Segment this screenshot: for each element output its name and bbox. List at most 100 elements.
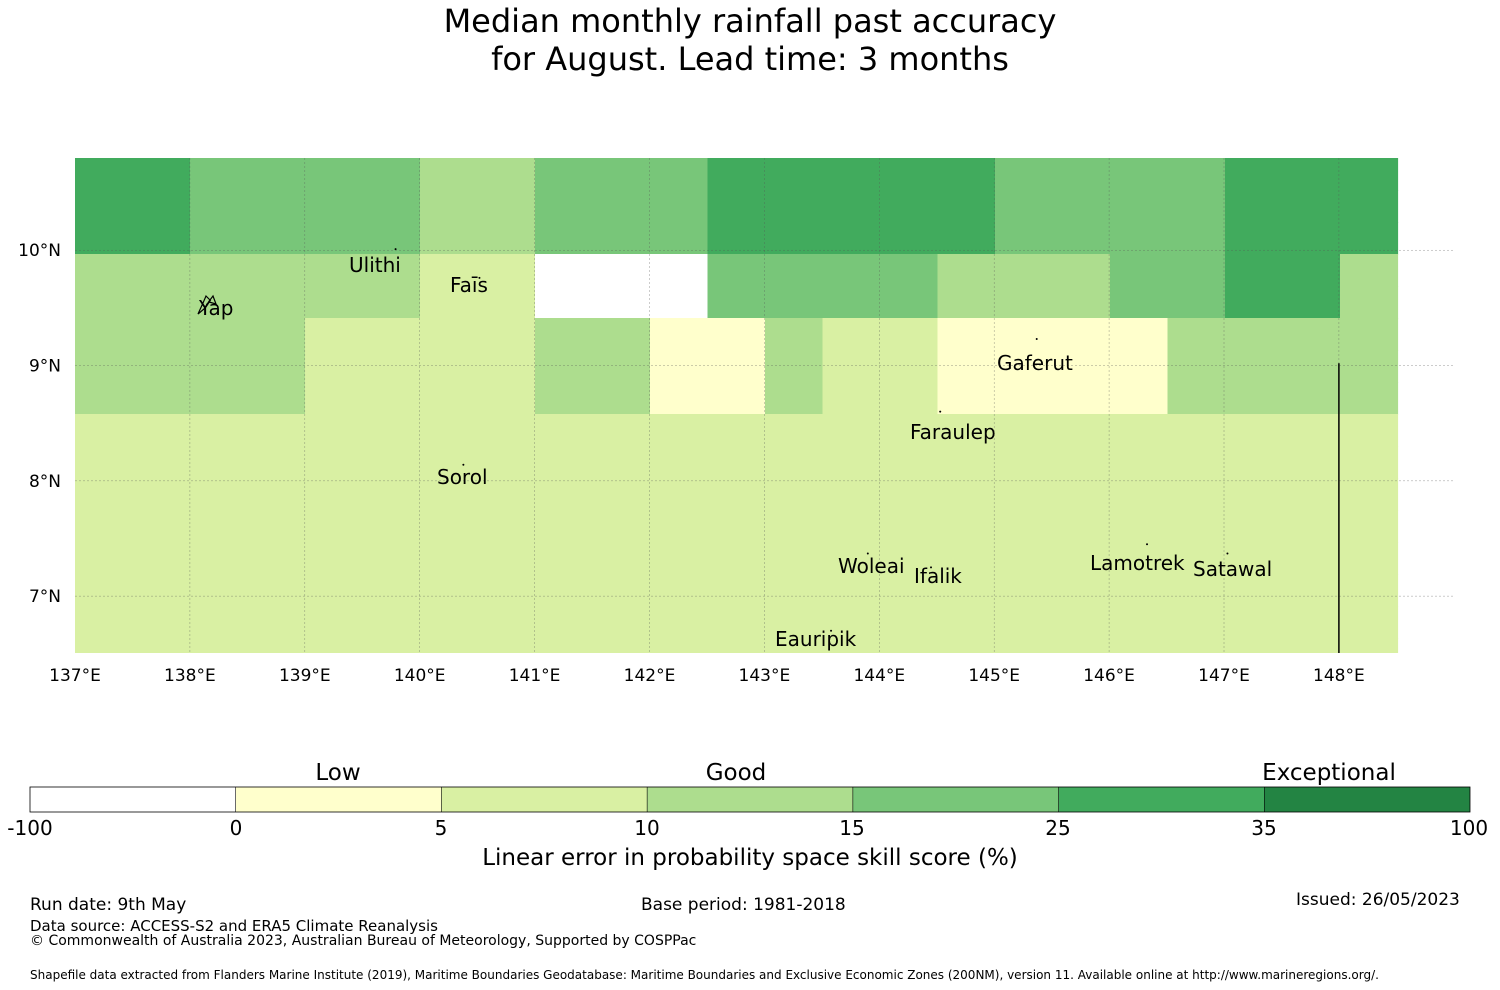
skill-cell [937, 254, 996, 287]
skill-cell [1282, 190, 1341, 223]
skill-cell [1340, 158, 1399, 191]
skill-cell [75, 254, 134, 287]
skill-cell [305, 350, 364, 383]
lon-tick-label: 145°E [968, 666, 1020, 686]
skill-cell [132, 414, 191, 447]
skill-cell [880, 414, 939, 447]
skill-cell [592, 446, 651, 479]
skill-cell [190, 318, 249, 351]
skill-cell [1052, 318, 1111, 351]
skill-cell [132, 574, 191, 607]
skill-cell [1225, 542, 1284, 575]
skill-cell [765, 350, 824, 383]
skill-cell [477, 158, 536, 191]
skill-cell [305, 446, 364, 479]
skill-cell [305, 414, 364, 447]
skill-cell [592, 158, 651, 191]
lon-tick-label: 140°E [394, 666, 446, 686]
skill-cell [822, 414, 881, 447]
skill-cell [305, 286, 364, 319]
skill-cell [650, 510, 709, 543]
colorbar-tick: 35 [1251, 816, 1277, 840]
skill-cell [592, 606, 651, 639]
skill-cell [1225, 382, 1284, 415]
skill-cell [765, 414, 824, 447]
map-title-line1: Median monthly rainfall past accuracy [443, 2, 1057, 40]
skill-cell [1340, 542, 1399, 575]
skill-cell [535, 606, 594, 639]
skill-cell [822, 542, 881, 575]
skill-cell [477, 382, 536, 415]
colorbar-segment [852, 787, 1059, 812]
skill-cell [1225, 638, 1284, 653]
skill-cell [420, 542, 479, 575]
skill-cell [1167, 478, 1226, 511]
skill-cell [535, 574, 594, 607]
island-marker [462, 463, 465, 466]
skill-cell [1052, 190, 1111, 223]
skill-cell [1052, 638, 1111, 653]
skill-cell [420, 190, 479, 223]
lon-tick-label: 148°E [1313, 666, 1365, 686]
lon-tick-label: 139°E [279, 666, 331, 686]
skill-cell [362, 574, 421, 607]
skill-cell [1110, 222, 1169, 255]
skill-cell [535, 542, 594, 575]
skill-cell [995, 286, 1054, 319]
skill-cell [535, 414, 594, 447]
skill-cell [822, 350, 881, 383]
skill-cell [1225, 510, 1284, 543]
skill-cell [650, 574, 709, 607]
skill-cell [1052, 222, 1111, 255]
skill-cell [880, 510, 939, 543]
skill-cell [707, 510, 766, 543]
lon-tick-label: 146°E [1083, 666, 1135, 686]
skill-cell [132, 318, 191, 351]
skill-cell [1110, 318, 1169, 351]
skill-cell [75, 190, 134, 223]
place-label-ifalik: Ifalik [914, 564, 962, 588]
skill-cell [477, 446, 536, 479]
skill-cell [822, 574, 881, 607]
skill-cell [247, 254, 306, 287]
island-marker [478, 276, 481, 279]
skill-cell [765, 382, 824, 415]
skill-cell [822, 254, 881, 287]
place-label-gaferut: Gaferut [997, 351, 1073, 375]
skill-cell [305, 190, 364, 223]
skill-cell [707, 446, 766, 479]
skill-cell [535, 510, 594, 543]
map-title-line2: for August. Lead time: 3 months [491, 40, 1009, 78]
skill-cell [822, 222, 881, 255]
skill-cell [650, 350, 709, 383]
skill-cell [937, 414, 996, 447]
skill-cell [1052, 478, 1111, 511]
skill-cell [420, 350, 479, 383]
skill-cell [1340, 286, 1399, 319]
skill-cell [650, 222, 709, 255]
skill-cell [592, 382, 651, 415]
skill-cell [477, 190, 536, 223]
skill-cell [247, 318, 306, 351]
skill-cell [247, 190, 306, 223]
skill-cell [707, 478, 766, 511]
colorbar-tick: 10 [634, 816, 660, 840]
skill-cell [1225, 158, 1284, 191]
skill-cell [1167, 510, 1226, 543]
skill-cell [305, 318, 364, 351]
skill-cell [822, 510, 881, 543]
skill-cell [132, 158, 191, 191]
skill-cell [1225, 254, 1284, 287]
colorbar-tick: 0 [229, 816, 243, 840]
skill-cell [1110, 606, 1169, 639]
skill-cell [1225, 222, 1284, 255]
skill-cell [650, 446, 709, 479]
skill-cell [880, 158, 939, 191]
skill-cell [420, 606, 479, 639]
skill-cell [305, 574, 364, 607]
skill-cell [75, 318, 134, 351]
skill-cell [822, 190, 881, 223]
skill-cell [1225, 446, 1284, 479]
skill-cell [477, 574, 536, 607]
colorbar-tick: 15 [839, 816, 865, 840]
